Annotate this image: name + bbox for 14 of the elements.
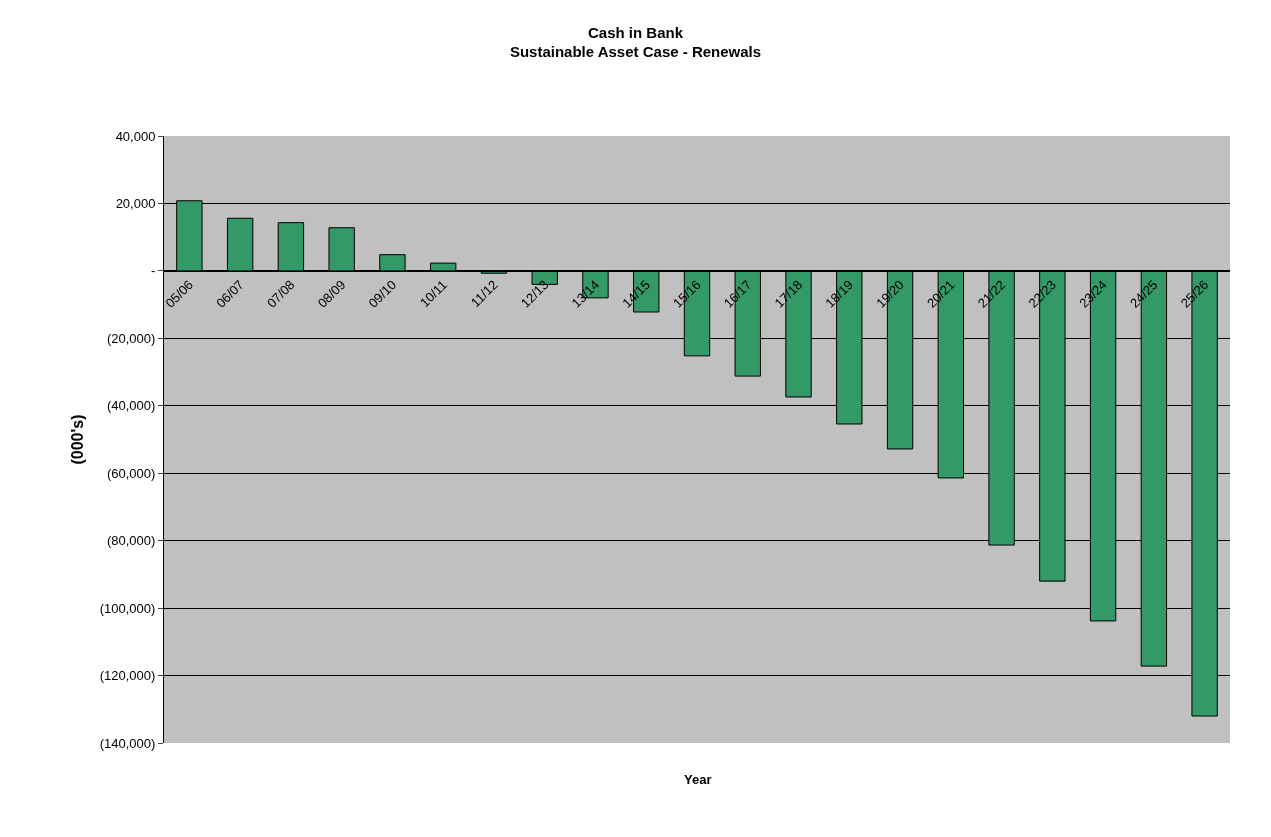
chart-subtitle: Sustainable Asset Case - Renewals bbox=[509, 43, 762, 61]
y-tick-label: (60,000) bbox=[106, 465, 156, 481]
y-tick-label: (120,000) bbox=[99, 668, 156, 684]
y-tick-label: (40,000) bbox=[106, 398, 156, 414]
y-axis-title: (000's) bbox=[68, 414, 86, 465]
chart-title: Cash in Bank bbox=[587, 23, 684, 41]
y-tick-label: - bbox=[151, 263, 156, 279]
y-tick-label: 20,000 bbox=[115, 195, 156, 211]
y-tick-label: (100,000) bbox=[99, 600, 156, 616]
y-tick-label: (80,000) bbox=[106, 533, 156, 549]
y-tick-label: 40,000 bbox=[115, 128, 156, 144]
x-axis-title: Year bbox=[684, 772, 712, 787]
y-tick-label: (20,000) bbox=[106, 330, 156, 346]
y-tick-label: (140,000) bbox=[99, 735, 156, 751]
